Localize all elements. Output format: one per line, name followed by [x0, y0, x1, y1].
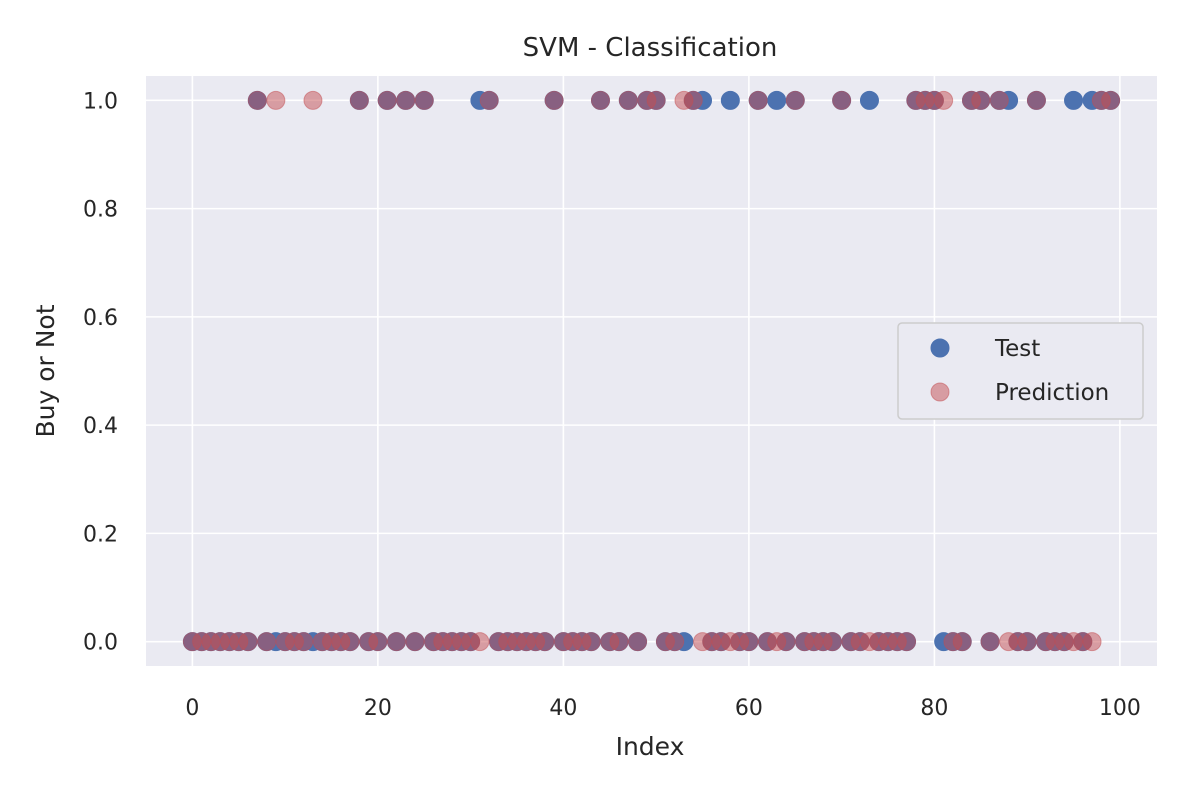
data-point-prediction [470, 632, 490, 652]
y-tick-label: 0.0 [83, 631, 118, 656]
y-tick-labels: 0.0 0.2 0.4 0.6 0.8 1.0 [83, 89, 118, 655]
data-point-prediction [340, 632, 360, 652]
data-point-test [767, 90, 787, 110]
chart-title: SVM - Classification [523, 33, 778, 63]
x-tick-label: 0 [185, 696, 199, 721]
legend-marker-prediction [930, 382, 950, 402]
data-points [182, 90, 1121, 652]
data-point-prediction [748, 90, 768, 110]
data-point-prediction [386, 632, 406, 652]
data-point-prediction [414, 90, 434, 110]
data-point-prediction [247, 90, 267, 110]
x-tick-label: 60 [735, 696, 763, 721]
data-point-prediction [590, 90, 610, 110]
data-point-prediction [897, 632, 917, 652]
x-tick-label: 100 [1099, 696, 1141, 721]
data-point-prediction [405, 632, 425, 652]
data-point-prediction [785, 90, 805, 110]
x-tick-labels: 0 20 40 60 80 100 [185, 696, 1141, 721]
y-tick-label: 0.2 [83, 522, 118, 547]
y-tick-label: 0.8 [83, 198, 118, 223]
data-point-prediction [628, 632, 648, 652]
data-point-prediction [257, 632, 277, 652]
data-point-prediction [952, 632, 972, 652]
data-point-prediction [1017, 632, 1037, 652]
data-point-prediction [544, 90, 564, 110]
legend-label-test: Test [994, 336, 1040, 362]
legend: Test Prediction [897, 322, 1144, 420]
data-point-prediction [303, 90, 323, 110]
data-point-prediction [294, 632, 314, 652]
data-point-prediction [971, 90, 991, 110]
x-tick-label: 80 [920, 696, 948, 721]
data-point-prediction [822, 632, 842, 652]
data-point-prediction [934, 90, 954, 110]
x-axis-label: Index [616, 732, 685, 761]
data-point-test [720, 90, 740, 110]
x-tick-label: 40 [549, 696, 577, 721]
y-tick-label: 0.4 [83, 414, 118, 439]
data-point-prediction [683, 90, 703, 110]
data-point-prediction [646, 90, 666, 110]
legend-marker-test [930, 338, 950, 358]
data-point-prediction [238, 632, 258, 652]
data-point-prediction [266, 90, 286, 110]
data-point-prediction [377, 90, 397, 110]
series-prediction [182, 90, 1121, 652]
y-tick-label: 0.6 [83, 306, 118, 331]
data-point-prediction [776, 632, 796, 652]
x-tick-label: 20 [364, 696, 392, 721]
data-point-test [859, 90, 879, 110]
y-tick-label: 1.0 [83, 89, 118, 114]
data-point-prediction [535, 632, 555, 652]
data-point-prediction [980, 632, 1000, 652]
legend-frame [897, 322, 1144, 420]
data-point-prediction [832, 90, 852, 110]
legend-label-prediction: Prediction [995, 380, 1109, 406]
data-point-prediction [396, 90, 416, 110]
data-point-prediction [1082, 632, 1102, 652]
data-point-prediction [618, 90, 638, 110]
data-point-prediction [368, 632, 388, 652]
data-point-test [1064, 90, 1084, 110]
data-point-prediction [739, 632, 759, 652]
data-point-prediction [581, 632, 601, 652]
data-point-prediction [609, 632, 629, 652]
data-point-prediction [665, 632, 685, 652]
y-axis-label: Buy or Not [31, 304, 60, 437]
data-point-prediction [1026, 90, 1046, 110]
data-point-prediction [989, 90, 1009, 110]
data-point-prediction [1101, 90, 1121, 110]
data-point-prediction [349, 90, 369, 110]
data-point-prediction [479, 90, 499, 110]
